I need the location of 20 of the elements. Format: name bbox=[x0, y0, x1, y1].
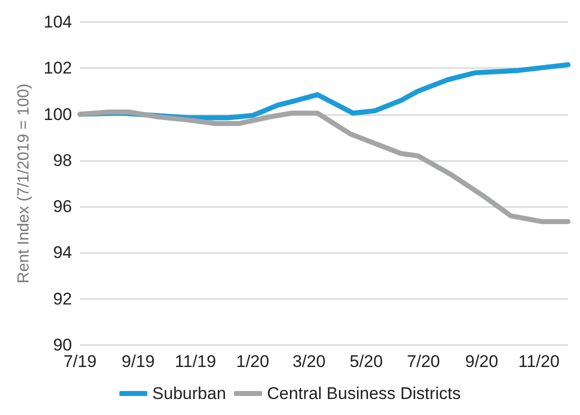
y-tick-label: 96 bbox=[53, 197, 72, 216]
y-tick-label: 102 bbox=[44, 58, 72, 78]
x-tick-label: 5/20 bbox=[350, 352, 383, 371]
y-tick-label: 100 bbox=[44, 104, 72, 124]
y-tick-label: 92 bbox=[53, 289, 72, 308]
x-tick-label: 9/20 bbox=[465, 352, 498, 371]
x-tick-label: 11/20 bbox=[518, 352, 560, 371]
y-tick-label: 104 bbox=[44, 12, 72, 32]
x-tick-label: 3/20 bbox=[292, 352, 326, 371]
x-tick-label: 9/19 bbox=[122, 352, 155, 371]
legend-label: Central Business Districts bbox=[267, 384, 461, 403]
y-axis-title: Rent Index (7/1/2019 = 100) bbox=[16, 84, 32, 284]
x-tick-label: 7/20 bbox=[406, 352, 440, 371]
x-tick-label: 7/19 bbox=[63, 352, 97, 371]
x-tick-label: 1/20 bbox=[236, 352, 270, 371]
y-tick-label: 98 bbox=[53, 150, 72, 170]
x-tick-label: 11/19 bbox=[174, 352, 216, 371]
y-tick-label: 90 bbox=[53, 336, 72, 354]
y-tick-label: 94 bbox=[53, 243, 72, 262]
legend-label: Suburban bbox=[152, 384, 226, 403]
